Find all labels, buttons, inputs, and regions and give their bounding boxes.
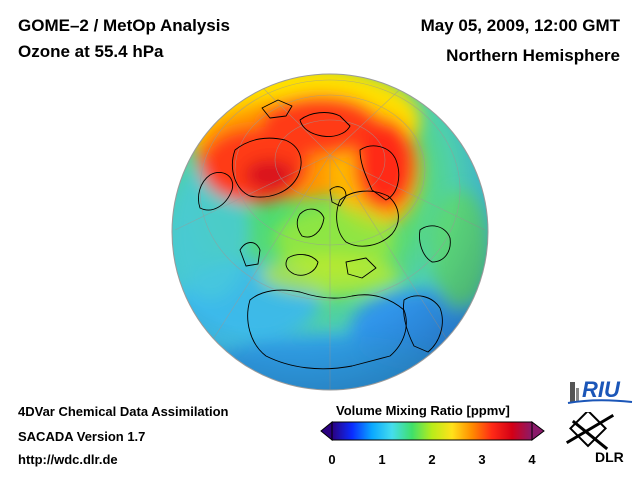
globe-outline	[171, 73, 489, 391]
colorbar-tick-1: 1	[378, 452, 386, 467]
url-label: http://wdc.dlr.de	[18, 452, 118, 467]
dlr-logo: DLR	[565, 412, 624, 465]
riu-logo: RIU	[567, 377, 633, 404]
colorbar-tick-2: 2	[428, 452, 436, 467]
colorbar	[320, 420, 545, 442]
region-label: Northern Hemisphere	[446, 46, 620, 65]
riu-logo-text: RIU	[582, 377, 621, 402]
globe	[172, 74, 488, 390]
colorbar-gradient	[331, 421, 533, 441]
version-label: SACADA Version 1.7	[18, 429, 146, 444]
colorbar-tick-0: 0	[328, 452, 336, 467]
title-line1: GOME–2 / MetOp Analysis	[18, 16, 230, 35]
colorbar-high-arrow	[531, 421, 545, 441]
datetime-label: May 05, 2009, 12:00 GMT	[420, 16, 620, 35]
colorbar-low-arrow	[320, 420, 333, 442]
method-label: 4DVar Chemical Data Assimilation	[18, 404, 229, 419]
dlr-logo-text: DLR	[595, 449, 624, 465]
colorbar-tick-4: 4	[528, 452, 536, 467]
colorbar-tick-3: 3	[478, 452, 486, 467]
dlr-emblem-icon	[565, 412, 615, 451]
colorbar-title: Volume Mixing Ratio [ppmv]	[336, 403, 510, 418]
title-line2: Ozone at 55.4 hPa	[18, 42, 164, 61]
